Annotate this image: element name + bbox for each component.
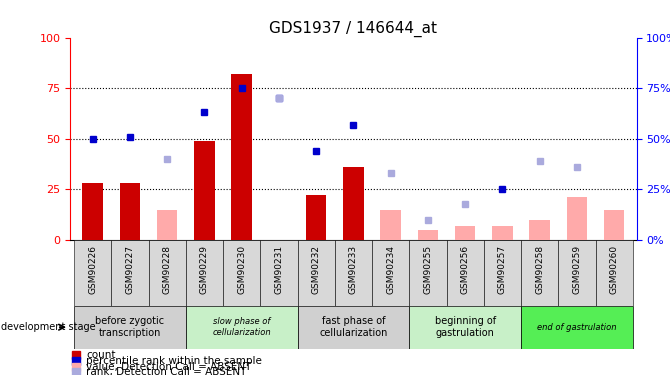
Bar [74, 306, 186, 349]
Bar [149, 240, 186, 306]
Bar [558, 240, 596, 306]
Text: end of gastrulation: end of gastrulation [537, 322, 616, 332]
Text: GSM90258: GSM90258 [535, 245, 544, 294]
Title: GDS1937 / 146644_at: GDS1937 / 146644_at [269, 21, 438, 38]
Bar [223, 240, 261, 306]
Text: GSM90256: GSM90256 [461, 245, 470, 294]
Text: slow phase of
cellularization: slow phase of cellularization [212, 318, 271, 337]
Bar [409, 306, 521, 349]
Text: GSM90260: GSM90260 [610, 245, 618, 294]
Bar [120, 183, 140, 240]
Bar [306, 195, 326, 240]
Bar [455, 226, 476, 240]
Bar [157, 210, 178, 240]
Bar [231, 74, 252, 240]
Bar [567, 198, 587, 240]
Text: GSM90233: GSM90233 [349, 245, 358, 294]
Bar [381, 210, 401, 240]
Bar [82, 183, 103, 240]
Bar [521, 306, 632, 349]
Bar [409, 240, 446, 306]
Text: GSM90231: GSM90231 [275, 245, 283, 294]
Text: percentile rank within the sample: percentile rank within the sample [86, 356, 262, 366]
Text: GSM90226: GSM90226 [88, 245, 97, 294]
Bar [529, 220, 550, 240]
Bar [335, 240, 372, 306]
Bar [297, 240, 335, 306]
Bar [604, 210, 624, 240]
Text: GSM90228: GSM90228 [163, 245, 172, 294]
Bar [484, 240, 521, 306]
Bar [596, 240, 632, 306]
Bar [492, 226, 513, 240]
Bar [186, 240, 223, 306]
Text: GSM90255: GSM90255 [423, 245, 432, 294]
Text: fast phase of
cellularization: fast phase of cellularization [319, 316, 388, 338]
Bar [74, 240, 111, 306]
Text: development stage: development stage [1, 322, 96, 332]
Text: GSM90227: GSM90227 [125, 245, 135, 294]
Text: rank, Detection Call = ABSENT: rank, Detection Call = ABSENT [86, 367, 247, 375]
Text: GSM90257: GSM90257 [498, 245, 507, 294]
Text: GSM90230: GSM90230 [237, 245, 246, 294]
Bar [417, 230, 438, 240]
Text: GSM90229: GSM90229 [200, 245, 209, 294]
Text: before zygotic
transcription: before zygotic transcription [95, 316, 165, 338]
Bar [186, 306, 297, 349]
Text: count: count [86, 350, 116, 360]
Bar [446, 240, 484, 306]
Bar [194, 141, 214, 240]
Bar [261, 240, 297, 306]
Text: GSM90232: GSM90232 [312, 245, 321, 294]
Text: GSM90259: GSM90259 [572, 245, 582, 294]
Bar [521, 240, 558, 306]
Bar [297, 306, 409, 349]
Text: beginning of
gastrulation: beginning of gastrulation [435, 316, 496, 338]
Bar [111, 240, 149, 306]
Bar [343, 167, 364, 240]
Text: value, Detection Call = ABSENT: value, Detection Call = ABSENT [86, 362, 251, 372]
Text: GSM90234: GSM90234 [386, 245, 395, 294]
Bar [372, 240, 409, 306]
